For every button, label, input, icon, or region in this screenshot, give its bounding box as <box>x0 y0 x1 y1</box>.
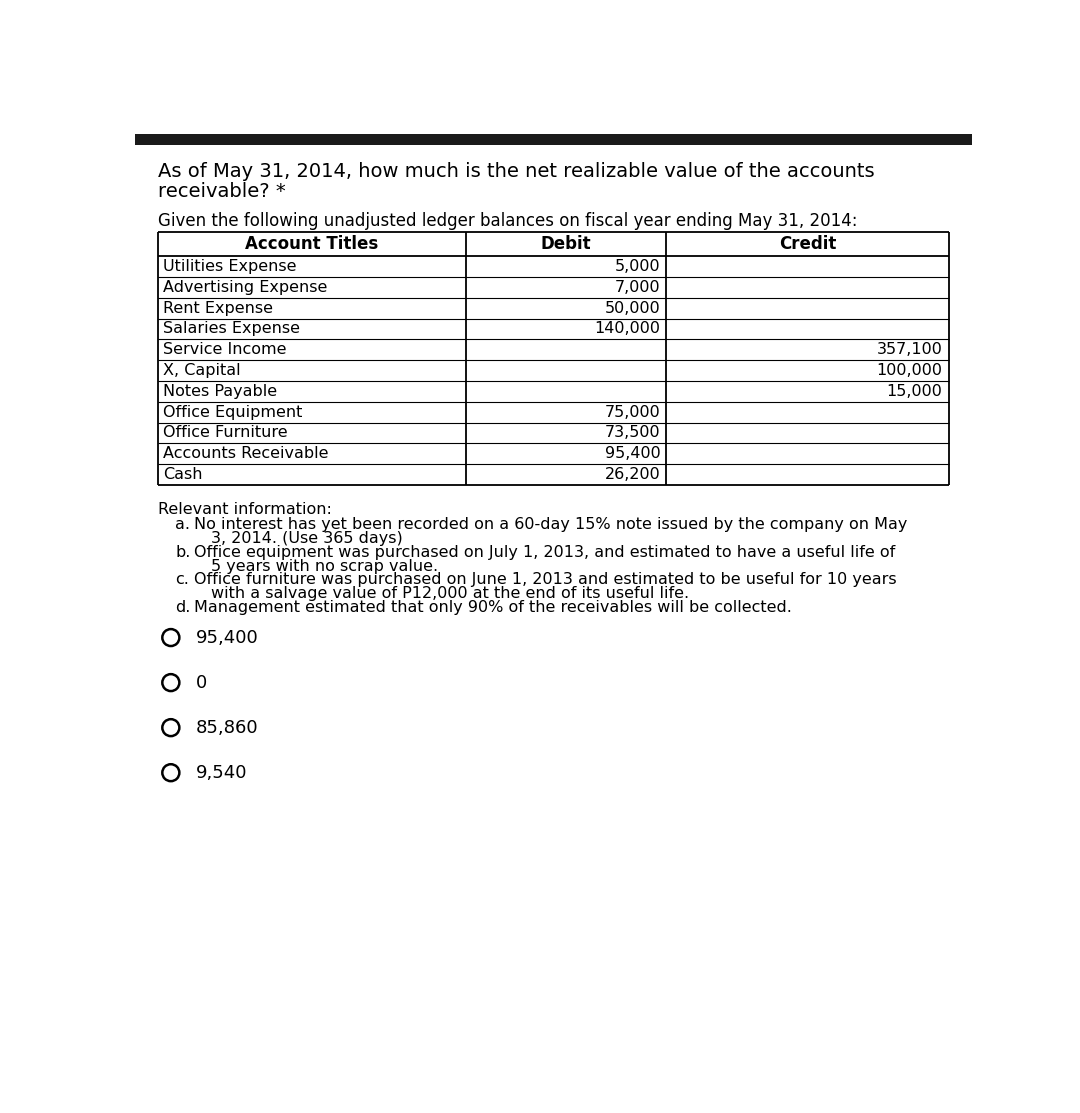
Text: 7,000: 7,000 <box>615 279 660 295</box>
Text: receivable? *: receivable? * <box>159 181 286 200</box>
Text: 75,000: 75,000 <box>605 405 660 420</box>
Text: 3, 2014. (Use 365 days): 3, 2014. (Use 365 days) <box>211 531 403 546</box>
Text: 85,860: 85,860 <box>195 719 258 737</box>
Text: Cash: Cash <box>163 467 203 482</box>
Text: 95,400: 95,400 <box>605 446 660 461</box>
Text: c.: c. <box>175 572 189 588</box>
Text: Office Furniture: Office Furniture <box>163 425 287 441</box>
Text: Debit: Debit <box>541 235 592 253</box>
Text: Credit: Credit <box>779 235 836 253</box>
Text: Salaries Expense: Salaries Expense <box>163 322 300 336</box>
Text: Account Titles: Account Titles <box>245 235 379 253</box>
Text: with a salvage value of P12,000 at the end of its useful life.: with a salvage value of P12,000 at the e… <box>211 587 689 601</box>
Text: d.: d. <box>175 600 191 614</box>
Text: As of May 31, 2014, how much is the net realizable value of the accounts: As of May 31, 2014, how much is the net … <box>159 161 875 180</box>
Text: No interest has yet been recorded on a 60-day 15% note issued by the company on : No interest has yet been recorded on a 6… <box>194 518 907 532</box>
Text: 73,500: 73,500 <box>605 425 660 441</box>
Text: Relevant information:: Relevant information: <box>159 502 333 516</box>
Text: 5 years with no scrap value.: 5 years with no scrap value. <box>211 559 438 573</box>
Text: X, Capital: X, Capital <box>163 363 241 378</box>
Text: Office equipment was purchased on July 1, 2013, and estimated to have a useful l: Office equipment was purchased on July 1… <box>194 545 895 560</box>
Text: Service Income: Service Income <box>163 343 286 357</box>
Text: Accounts Receivable: Accounts Receivable <box>163 446 328 461</box>
Text: 15,000: 15,000 <box>887 384 943 398</box>
Text: a.: a. <box>175 518 190 532</box>
Text: 26,200: 26,200 <box>605 467 660 482</box>
Text: b.: b. <box>175 545 191 560</box>
Text: 5,000: 5,000 <box>615 259 660 274</box>
Text: 50,000: 50,000 <box>605 301 660 316</box>
Text: 140,000: 140,000 <box>594 322 660 336</box>
Text: 100,000: 100,000 <box>876 363 943 378</box>
Text: 357,100: 357,100 <box>877 343 943 357</box>
Text: Office furniture was purchased on June 1, 2013 and estimated to be useful for 10: Office furniture was purchased on June 1… <box>194 572 896 588</box>
Text: 0: 0 <box>195 673 207 691</box>
Text: Rent Expense: Rent Expense <box>163 301 273 316</box>
Text: 9,540: 9,540 <box>195 764 247 781</box>
Text: Management estimated that only 90% of the receivables will be collected.: Management estimated that only 90% of th… <box>194 600 792 614</box>
Bar <box>135 134 972 145</box>
Text: Utilities Expense: Utilities Expense <box>163 259 297 274</box>
Text: 95,400: 95,400 <box>195 629 258 647</box>
Text: Office Equipment: Office Equipment <box>163 405 302 420</box>
Text: Notes Payable: Notes Payable <box>163 384 278 398</box>
Text: Advertising Expense: Advertising Expense <box>163 279 327 295</box>
Text: Given the following unadjusted ledger balances on fiscal year ending May 31, 201: Given the following unadjusted ledger ba… <box>159 211 858 229</box>
